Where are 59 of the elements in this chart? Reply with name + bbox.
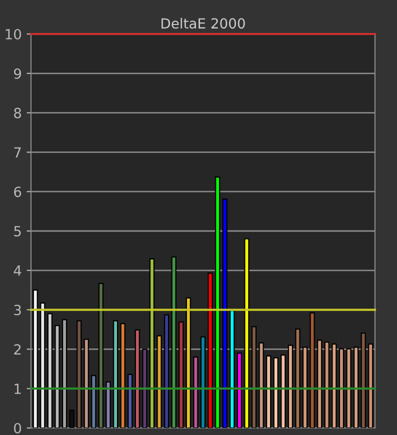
bar — [200, 336, 206, 428]
y-tick-label: 4 — [14, 266, 22, 276]
bar — [280, 354, 286, 428]
bar — [353, 346, 359, 428]
bar — [222, 198, 228, 428]
y-tick-label: 8 — [14, 108, 22, 118]
bar — [106, 381, 111, 428]
y-tick-label: 5 — [14, 226, 21, 236]
bar — [54, 325, 60, 428]
y-tick-label: 10 — [6, 28, 22, 40]
bar — [98, 282, 104, 428]
bar — [215, 176, 220, 428]
bar — [295, 328, 300, 428]
bar — [128, 374, 133, 428]
chart-title: DeltaE 2000 — [162, 18, 245, 29]
bar — [186, 297, 191, 428]
bar — [193, 356, 198, 428]
y-tick-label: 3 — [14, 304, 21, 316]
bar — [91, 375, 96, 428]
y-tick-label: 1 — [14, 384, 21, 394]
bar — [244, 238, 250, 428]
bar — [32, 290, 38, 428]
bar — [208, 272, 213, 428]
bar — [258, 342, 264, 428]
bar — [142, 348, 148, 428]
bar — [368, 344, 374, 428]
bar — [156, 335, 162, 428]
bar — [47, 313, 53, 428]
y-tick-label: 6 — [14, 186, 22, 198]
bar — [236, 352, 242, 428]
bar — [112, 320, 118, 428]
bar — [178, 321, 184, 428]
bar — [120, 323, 126, 428]
bar — [84, 338, 89, 428]
bar — [164, 314, 170, 428]
y-tick-label: 7 — [14, 147, 21, 158]
bar — [76, 320, 82, 428]
bar — [310, 312, 315, 428]
bar — [266, 355, 272, 428]
bar — [360, 332, 366, 428]
y-tick-label: 0 — [14, 422, 22, 434]
bar — [62, 319, 68, 428]
bar — [346, 348, 352, 428]
bar — [324, 342, 330, 428]
bar — [302, 346, 308, 428]
bar — [134, 329, 140, 428]
y-tick-label: 2 — [14, 344, 21, 354]
y-tick-label: 9 — [14, 68, 21, 79]
bar — [69, 410, 74, 428]
bar — [171, 256, 176, 428]
bar — [273, 357, 278, 428]
bar — [332, 344, 337, 428]
bar — [40, 302, 46, 428]
bar — [317, 340, 322, 428]
bar — [251, 326, 257, 428]
bar — [230, 310, 235, 428]
bar — [149, 258, 155, 428]
bar — [338, 348, 344, 428]
bar — [288, 344, 294, 428]
